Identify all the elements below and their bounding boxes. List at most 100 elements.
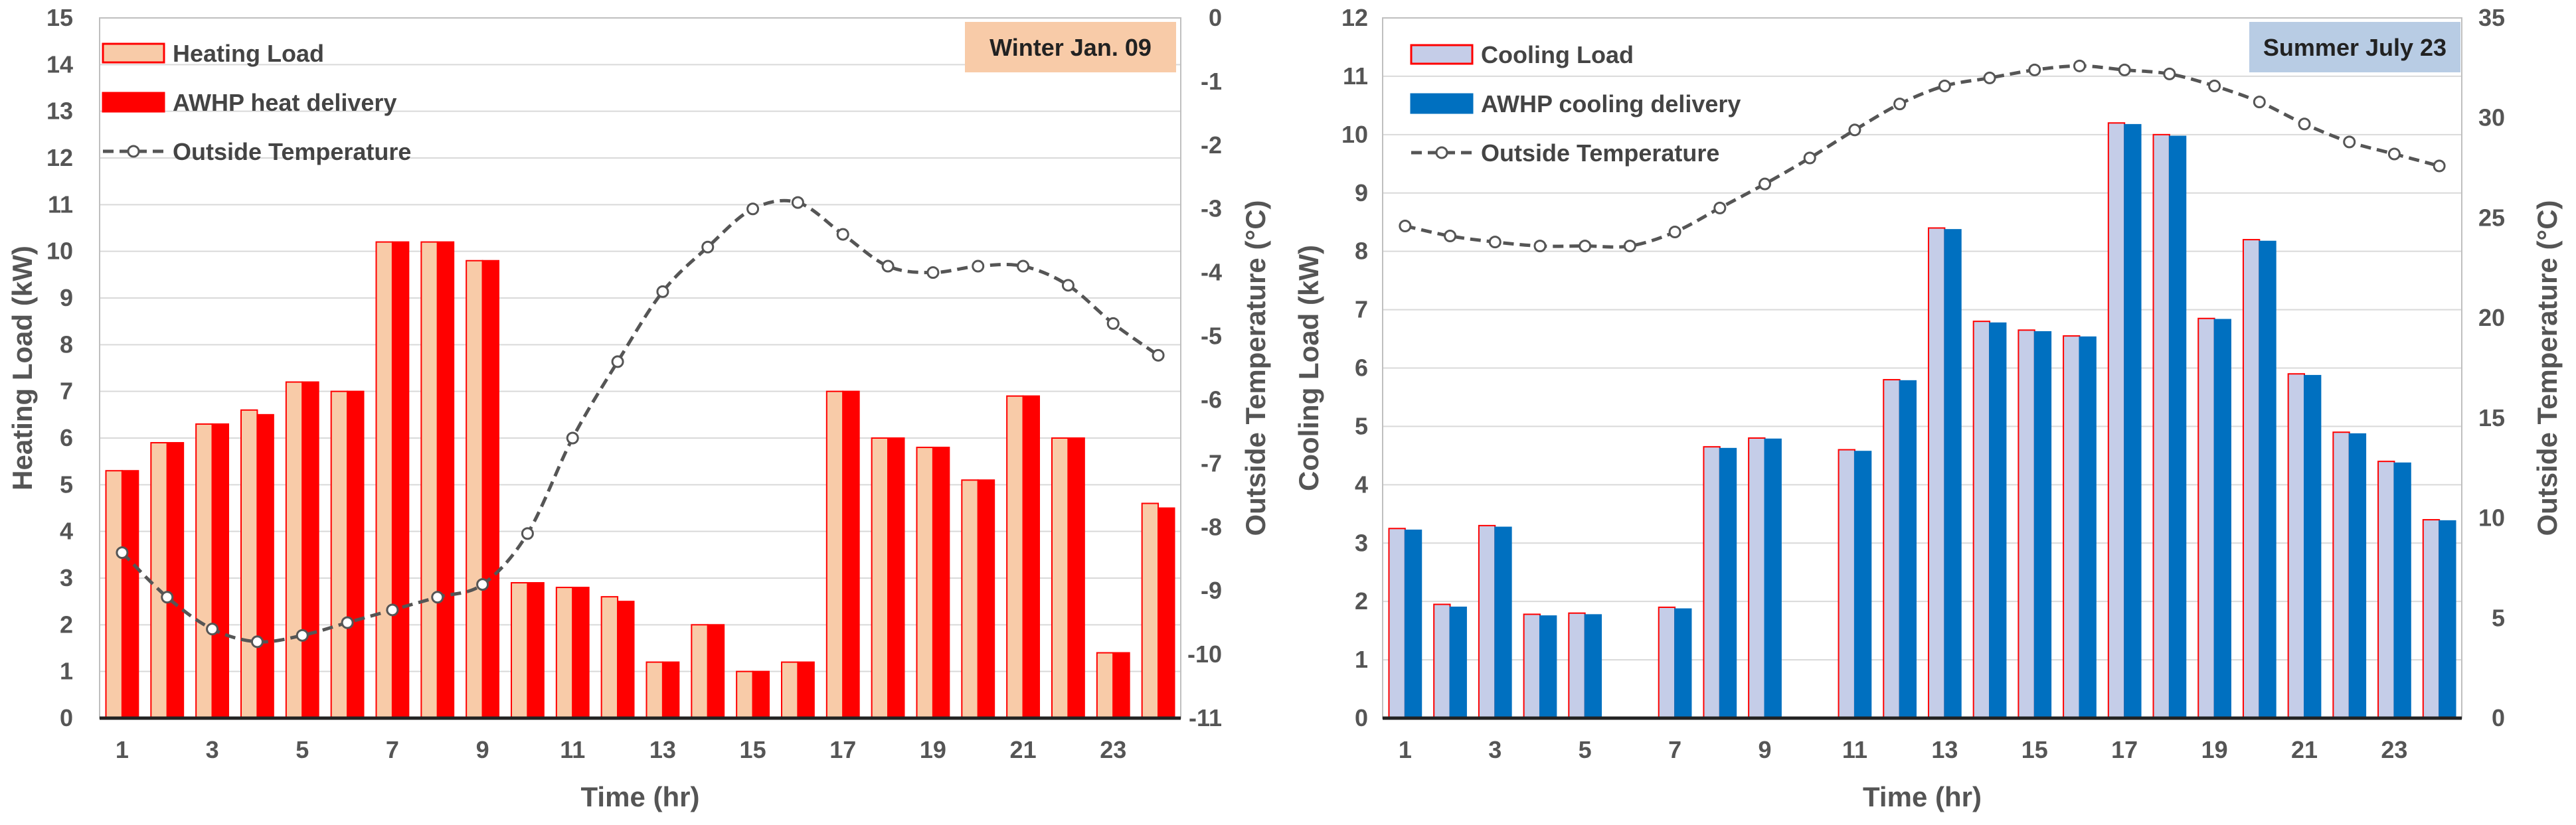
heating-y2-tick: -3 [1201, 195, 1222, 222]
cooling-x-tick: 19 [2201, 736, 2228, 763]
heating-bar-delivery-7 [391, 241, 410, 719]
heating-bar-load-12 [600, 596, 619, 719]
cooling-bar-delivery-21 [2304, 374, 2322, 719]
cooling-y2-tick: 15 [2478, 404, 2505, 431]
heating-y-tick: 10 [46, 238, 73, 265]
heating-temperature-point-4 [250, 635, 264, 648]
heating-y2-tick: -11 [1189, 704, 1222, 731]
cooling-y-tick: 12 [1341, 4, 1368, 31]
cooling-temperature-point-5 [1579, 240, 1592, 253]
heating-bar-load-3 [195, 423, 213, 719]
heating-legend-marker [127, 145, 140, 158]
cooling-legend-label-2: AWHP cooling delivery [1481, 90, 1741, 117]
heating-bar-load-17 [825, 390, 844, 719]
cooling-y2-tick: 25 [2478, 204, 2505, 231]
cooling-bar-load-24 [2422, 519, 2441, 719]
cooling-bar-delivery-18 [2168, 135, 2187, 719]
cooling-bar-load-19 [2197, 317, 2215, 719]
cooling-x-tick: 21 [2291, 736, 2318, 763]
heating-y-tick: 4 [60, 518, 73, 545]
cooling-y2-tick: 0 [2492, 704, 2505, 731]
heating-bar-delivery-16 [797, 661, 815, 719]
cooling-bar-load-17 [2107, 122, 2126, 719]
cooling-temperature-point-12 [1893, 98, 1907, 111]
heating-y2-tick: -6 [1201, 386, 1222, 413]
heating-bar-delivery-15 [752, 670, 770, 719]
cooling-bar-load-21 [2287, 373, 2306, 719]
heating-bar-delivery-2 [166, 442, 185, 719]
cooling-y-tick: 6 [1355, 354, 1368, 382]
cooling-season-badge [2249, 22, 2460, 72]
heating-x-tick: 11 [560, 736, 585, 763]
cooling-x-tick: 5 [1579, 736, 1592, 763]
cooling-y2-tick: 30 [2478, 104, 2505, 131]
heating-season-badge-label: Winter Jan. 09 [989, 34, 1152, 61]
heating-x-tick: 5 [296, 736, 309, 763]
heating-temperature-point-2 [161, 591, 174, 604]
cooling-legend-label-3: Outside Temperature [1481, 139, 1719, 167]
heating-temperature-point-16 [791, 196, 804, 209]
heating-x-tick: 7 [386, 736, 399, 763]
heating-bar-delivery-13 [661, 661, 680, 719]
cooling-y2-tick: 10 [2478, 504, 2505, 532]
cooling-y-tick: 4 [1355, 471, 1368, 498]
heating-bar-delivery-24 [1158, 507, 1175, 719]
heating-y-tick: 14 [46, 50, 73, 78]
cooling-temperature-point-21 [2298, 117, 2311, 131]
heating-bar-delivery-10 [527, 582, 545, 719]
heating-y2-tick: -7 [1201, 449, 1222, 477]
heating-legend-label-2: AWHP heat delivery [173, 89, 396, 116]
heating-y-tick: 2 [60, 611, 73, 638]
cooling-x-tick: 11 [1842, 736, 1867, 763]
cooling-bar-load-12 [1883, 379, 1901, 719]
heating-legend-swatch-2 [102, 92, 165, 113]
cooling-temperature-point-19 [2208, 79, 2221, 92]
cooling-temperature-point-11 [1848, 123, 1861, 137]
heating-bar-delivery-5 [301, 381, 319, 719]
heating-bar-load-20 [961, 479, 979, 719]
cooling-bar-load-18 [2152, 133, 2170, 719]
heating-y2-axis-title: Outside Temperature (°C) [1240, 200, 1271, 536]
cooling-bar-delivery-17 [2124, 123, 2142, 719]
heating-x-tick: 23 [1100, 736, 1126, 763]
heating-temperature-point-1 [116, 546, 129, 560]
heating-y-tick: 5 [60, 471, 73, 498]
heating-temperature-point-19 [926, 266, 940, 279]
heating-bar-load-10 [510, 582, 529, 719]
cooling-y2-tick: 5 [2492, 604, 2505, 631]
heating-temperature-point-10 [521, 527, 534, 540]
cooling-legend-swatch-2 [1410, 93, 1474, 114]
heating-legend-label-3: Outside Temperature [173, 138, 411, 165]
cooling-bar-load-13 [1927, 227, 1946, 719]
heating-bar-load-16 [780, 661, 799, 719]
heating-bar-load-14 [691, 624, 709, 719]
heating-y-tick: 6 [60, 424, 73, 451]
heating-x-tick: 15 [740, 736, 766, 763]
heating-temperature-point-11 [566, 431, 579, 445]
cooling-bar-load-15 [2018, 329, 2035, 719]
heating-y-tick: 12 [46, 144, 73, 171]
heating-y2-tick: -10 [1187, 640, 1222, 668]
cooling-y-tick: 1 [1355, 646, 1368, 673]
cooling-y2-axis-title: Outside Temperature (°C) [2532, 200, 2563, 536]
cooling-y-tick: 2 [1355, 587, 1368, 615]
heating-bar-delivery-17 [842, 390, 860, 719]
heating-temperature-point-7 [386, 603, 399, 617]
heating-x-tick: 3 [206, 736, 219, 763]
cooling-temperature-point-7 [1668, 226, 1681, 239]
heating-x-tick: 9 [476, 736, 489, 763]
heating-season-badge [965, 22, 1176, 72]
cooling-temperature-point-13 [1938, 79, 1951, 92]
heating-bar-load-7 [375, 241, 393, 719]
heating-bar-load-8 [420, 241, 438, 719]
cooling-bar-delivery-14 [1989, 322, 2007, 719]
cooling-bar-delivery-2 [1449, 606, 1467, 719]
heating-bar-load-1 [105, 470, 123, 719]
heating-x-tick: 17 [829, 736, 856, 763]
heating-y2-tick: -2 [1201, 131, 1222, 159]
cooling-legend-swatch-1 [1410, 44, 1474, 65]
cooling-y2-tick: 20 [2478, 304, 2505, 331]
cooling-bar-load-8 [1703, 446, 1721, 719]
cooling-legend-label-1: Cooling Load [1481, 41, 1634, 68]
